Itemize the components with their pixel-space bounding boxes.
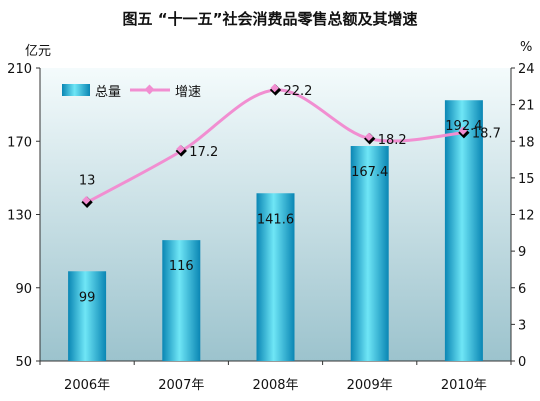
bar-data-label: 167.4	[351, 165, 388, 180]
left-tick-label: 170	[7, 135, 32, 150]
right-tick-label: 12	[518, 209, 535, 224]
bar-data-label: 141.6	[257, 212, 294, 227]
left-tick-label: 90	[15, 282, 32, 297]
chart-title: 图五 “十一五”社会消费品零售总额及其增速	[122, 10, 418, 28]
legend-bar-label: 总量	[95, 85, 121, 100]
line-data-label: 22.2	[284, 84, 313, 99]
legend-line-marker	[144, 84, 155, 95]
x-tick-label: 2007年	[158, 378, 204, 393]
right-tick-label: 9	[518, 245, 526, 260]
bar-2008年	[256, 193, 295, 361]
right-tick-label: 3	[518, 318, 526, 333]
right-tick-label: 15	[518, 172, 535, 187]
x-tick-label: 2006年	[64, 378, 110, 393]
right-axis-unit: %	[520, 40, 533, 55]
line-point-highlight	[82, 196, 91, 205]
bar-data-label: 116	[169, 259, 194, 274]
line-data-label: 18.2	[378, 133, 407, 148]
bar-data-label: 99	[79, 290, 96, 305]
left-tick-label: 130	[7, 209, 32, 224]
x-tick-label: 2008年	[252, 378, 298, 393]
left-tick-label: 210	[7, 62, 32, 77]
bar-data-label: 192.4	[445, 119, 482, 134]
bar-2007年	[162, 240, 201, 361]
line-point-highlight	[176, 144, 185, 154]
x-tick-label: 2009年	[347, 378, 393, 393]
left-tick-label: 50	[15, 355, 32, 370]
left-axis-unit: 亿元	[25, 44, 52, 59]
right-tick-label: 6	[518, 282, 526, 297]
bar-2010年	[444, 100, 483, 361]
line-data-label: 13	[79, 173, 96, 188]
x-tick-label: 2010年	[441, 378, 487, 393]
bar-2009年	[350, 146, 389, 361]
right-tick-label: 18	[518, 135, 535, 150]
line-data-label: 17.2	[189, 145, 218, 160]
legend-line-label: 增速	[175, 85, 201, 100]
right-tick-label: 0	[518, 355, 526, 370]
right-tick-label: 24	[518, 62, 535, 77]
bar-2006年	[68, 271, 107, 361]
right-tick-label: 21	[518, 99, 535, 114]
line-data-label: 18.7	[472, 127, 501, 142]
legend-bar-swatch	[62, 84, 90, 96]
